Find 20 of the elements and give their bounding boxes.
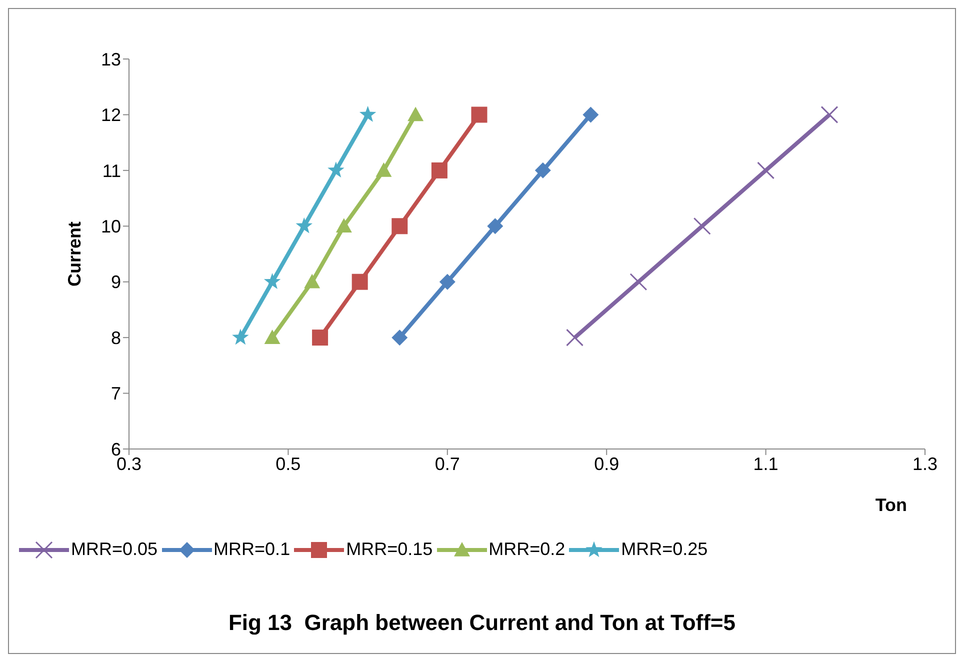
x-tick-label: 1.3	[912, 454, 938, 474]
y-tick-label: 10	[100, 216, 121, 237]
y-tick-label: 13	[100, 49, 121, 70]
y-tick-label: 9	[110, 272, 121, 292]
x-tick-label: 0.7	[434, 454, 460, 474]
legend-label: MRR=0.2	[488, 539, 566, 560]
y-axis-title: Current	[64, 221, 84, 287]
legend-label: MRR=0.25	[621, 539, 708, 560]
x-axis-title: Ton	[875, 495, 907, 515]
legend-label: MRR=0.1	[214, 539, 290, 560]
y-tick-label: 11	[102, 160, 121, 181]
text: Fig 13 Graph between Current and Ton at Toff=5	[227, 610, 737, 636]
x-tick-label: 1.1	[753, 454, 778, 474]
y-tick-label: 8	[110, 328, 121, 348]
x-tick-label: 0.5	[276, 454, 301, 474]
y-tick-label: 12	[100, 105, 121, 126]
legend-label: MRR=0.15	[346, 539, 433, 560]
y-tick-label: 7	[110, 384, 121, 404]
legend-label: MRR=0.05	[71, 539, 158, 560]
x-tick-label: 0.9	[594, 454, 620, 474]
